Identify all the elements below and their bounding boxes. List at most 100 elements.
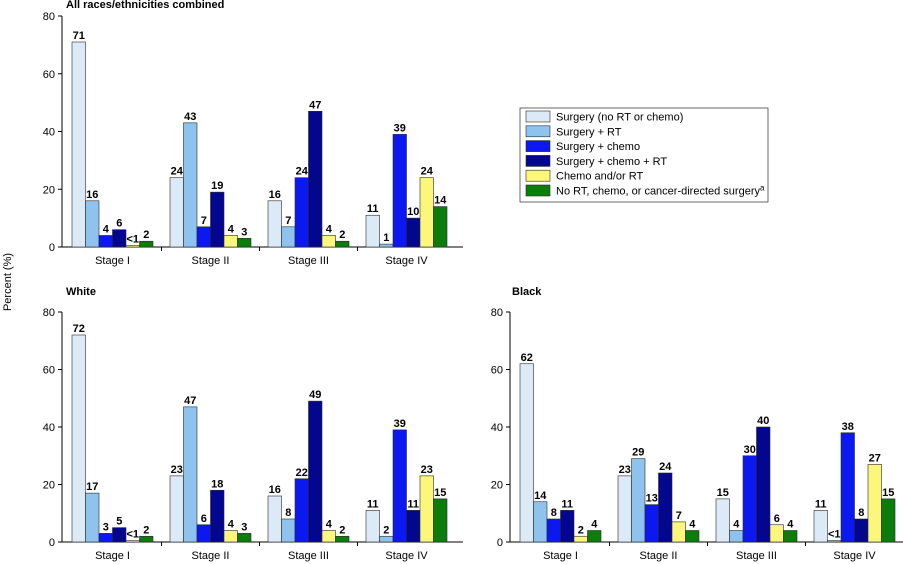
bar (125, 540, 140, 543)
bar-value-label: <1 (828, 529, 841, 541)
bar (533, 501, 548, 543)
bar (644, 504, 659, 543)
bar-value-label: 24 (659, 461, 672, 473)
legend-label: Surgery + RT (556, 126, 622, 138)
bar (321, 530, 336, 543)
bar (267, 200, 282, 248)
bar (587, 530, 602, 543)
bar-value-label: 4 (591, 519, 598, 531)
bar (365, 214, 380, 248)
bar-value-label: 16 (86, 189, 98, 201)
bar-value-label: 30 (744, 444, 756, 456)
bar-value-label: 29 (632, 447, 644, 459)
x-tick-label: Stage I (543, 550, 578, 562)
panel-title: White (66, 286, 96, 298)
legend-swatch (525, 110, 551, 123)
bar-value-label: 6 (116, 218, 122, 230)
bar (365, 510, 380, 543)
bar (223, 530, 238, 543)
bar (658, 472, 673, 543)
bar (294, 478, 309, 543)
legend-swatch (525, 155, 551, 167)
bar-value-label: 2 (578, 524, 584, 536)
y-tick-label: 80 (43, 307, 55, 319)
bar (546, 518, 561, 543)
y-tick-label: 0 (49, 537, 55, 549)
bar-value-label: 62 (521, 352, 533, 364)
bar (237, 238, 252, 248)
bar (183, 122, 198, 248)
bar-value-label: 14 (434, 195, 447, 207)
y-tick-label: 0 (497, 537, 503, 549)
y-tick-label: 20 (491, 480, 503, 492)
bar (406, 510, 421, 543)
bar-value-label: 15 (717, 487, 729, 499)
chart-panel: All races/ethnicities combined 0 20 40 60 80 7… (43, 0, 463, 267)
x-tick-label: Stage IV (385, 550, 428, 562)
y-tick-label: 20 (43, 184, 55, 196)
bar-value-label: <1 (126, 529, 139, 541)
bar-value-label: 2 (383, 524, 389, 536)
bar (71, 41, 86, 248)
x-tick-label: Stage IV (833, 550, 876, 562)
x-tick-label: Stage III (736, 550, 777, 562)
y-tick-label: 60 (43, 69, 55, 81)
bar (335, 535, 350, 543)
bar (335, 240, 350, 248)
bar (827, 540, 842, 543)
bar-value-label: 14 (534, 490, 547, 502)
bar (85, 492, 100, 543)
x-tick-label: Stage III (288, 550, 329, 562)
bar (715, 498, 730, 543)
bar-value-label: 2 (143, 229, 149, 241)
bar-value-label: 19 (211, 180, 223, 192)
bar (210, 191, 225, 248)
bar-value-label: 1 (383, 232, 389, 244)
bar (392, 134, 407, 248)
bar (756, 426, 771, 543)
bar-value-label: 18 (211, 478, 223, 490)
bar (98, 235, 113, 248)
bar (840, 432, 855, 543)
bar (867, 464, 882, 543)
legend-superscript: a (760, 184, 765, 193)
bar (267, 495, 282, 543)
x-tick-label: Stage II (192, 550, 230, 562)
legend-swatch (525, 125, 551, 138)
bar (560, 510, 575, 543)
y-tick-label: 40 (43, 127, 55, 139)
y-tick-label: 0 (49, 242, 55, 254)
bar (112, 527, 127, 543)
bar-value-label: <1 (126, 234, 139, 246)
y-tick-label: 60 (491, 365, 503, 377)
bar (183, 406, 198, 543)
bar (419, 475, 434, 543)
legend-label: No RT, chemo, or cancer-directed surgery… (556, 184, 765, 198)
x-tick-label: Stage II (192, 255, 230, 267)
bar-value-label: 40 (757, 415, 769, 427)
bar-value-label: 39 (394, 122, 406, 134)
bar (125, 245, 140, 248)
bar (281, 518, 296, 543)
bar-value-label: 6 (774, 513, 780, 525)
legend-swatch (525, 184, 551, 197)
bar-value-label: 5 (116, 516, 122, 528)
bar-value-label: 47 (184, 395, 196, 407)
y-axis-label: Percent (%) (2, 253, 14, 311)
bar (237, 533, 252, 543)
bar (742, 455, 757, 543)
bar (139, 240, 154, 248)
bar (85, 200, 100, 248)
legend: Surgery (no RT or chemo) Surgery + RT Surg… (519, 107, 769, 203)
bar-value-label: 8 (858, 507, 864, 519)
bar-value-label: 3 (103, 521, 109, 533)
bar-value-label: 17 (86, 481, 98, 493)
bar-value-label: 15 (882, 487, 894, 499)
bar-value-label: 7 (676, 510, 682, 522)
bar-value-label: 6 (201, 513, 207, 525)
y-tick-label: 60 (43, 365, 55, 377)
bar-value-label: 2 (143, 524, 149, 536)
legend-label: Surgery + chemo + RT (556, 156, 667, 168)
bar-value-label: 3 (241, 521, 247, 533)
